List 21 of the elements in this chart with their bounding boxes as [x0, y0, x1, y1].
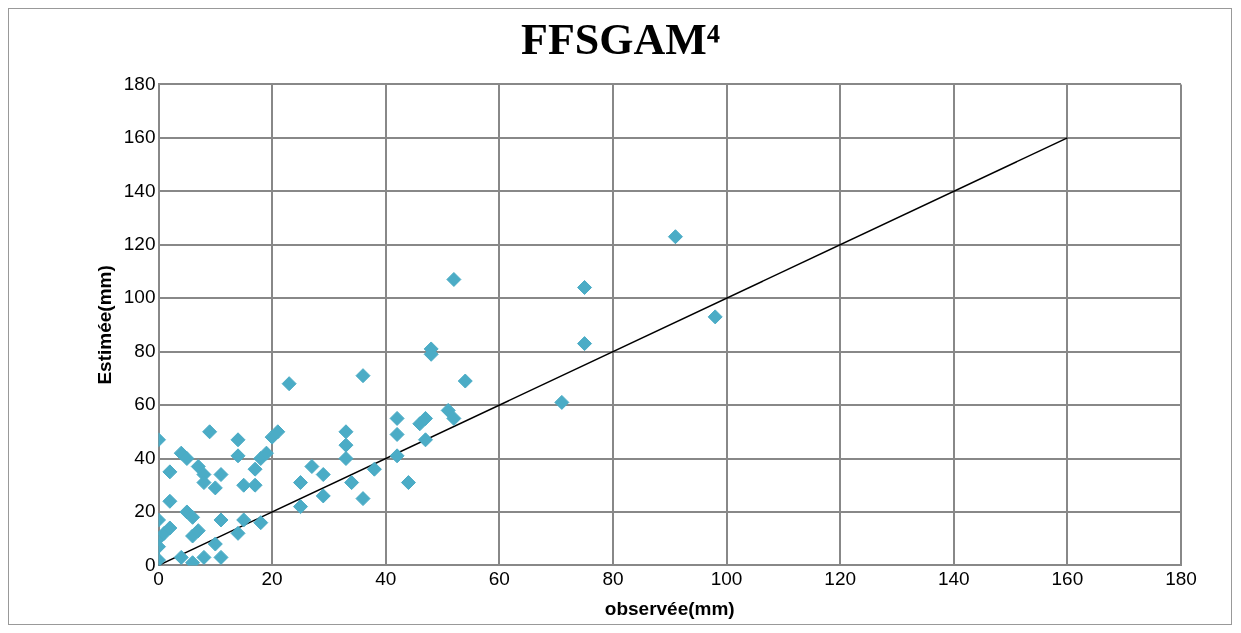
y-tick-label: 20	[134, 500, 156, 522]
x-tick-label: 160	[1051, 568, 1084, 590]
x-tick-label: 180	[1165, 568, 1197, 590]
y-tick-label: 60	[134, 393, 156, 415]
x-tick-label: 140	[937, 568, 970, 590]
y-tick-label: 120	[123, 232, 156, 254]
y-tick-label: 100	[123, 286, 156, 308]
y-tick-label: 80	[134, 339, 156, 361]
chart-title: FFSGAM⁴	[520, 14, 721, 65]
y-tick-label: 140	[123, 179, 156, 201]
x-tick-label: 80	[602, 568, 624, 590]
y-tick-label: 160	[123, 126, 156, 148]
x-tick-label: 60	[488, 568, 510, 590]
x-tick-label: 20	[261, 568, 283, 590]
y-tick-label: 180	[123, 72, 156, 94]
x-axis-title: observée(mm)	[604, 597, 735, 619]
x-tick-label: 100	[710, 568, 743, 590]
x-tick-label: 40	[375, 568, 397, 590]
x-tick-label: 120	[824, 568, 857, 590]
y-axis-title: Estimée(mm)	[93, 265, 115, 385]
y-tick-label: 40	[134, 446, 156, 468]
